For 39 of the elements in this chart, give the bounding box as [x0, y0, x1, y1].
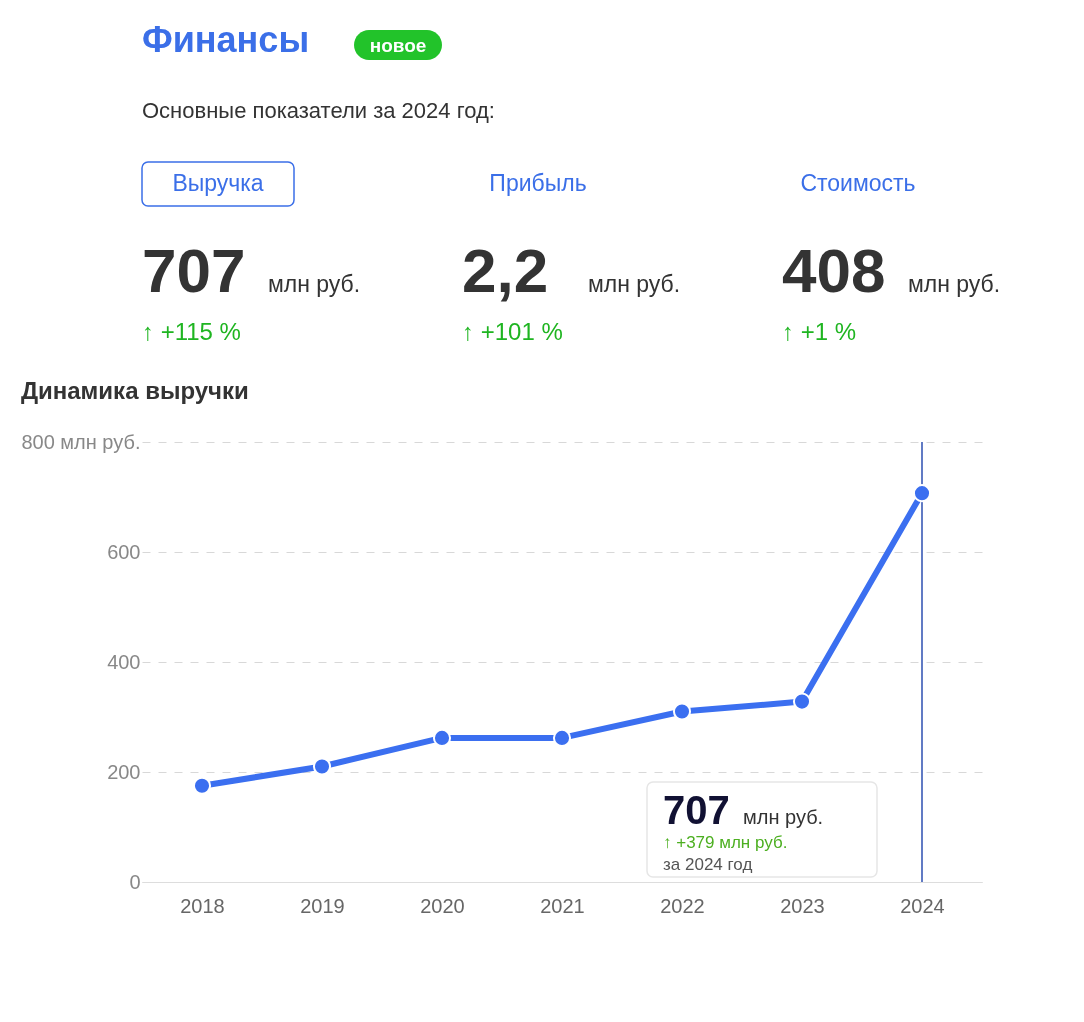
y-tick-label: 600	[107, 540, 141, 563]
point	[432, 728, 452, 747]
x-tick-label: 2019	[300, 894, 345, 917]
text: Финансы	[142, 19, 310, 60]
point	[312, 757, 332, 776]
text: Выручка	[172, 170, 264, 196]
y-tick-label: 0	[129, 870, 141, 893]
annotation: млн руб.	[743, 806, 824, 828]
x-tick-label: 2022	[660, 894, 705, 917]
text: Основные показатели за 2024 год:	[142, 98, 495, 123]
point	[552, 728, 572, 747]
text: 2,2	[462, 236, 549, 305]
point	[192, 776, 212, 795]
text: ↑ +115 %	[142, 318, 241, 345]
x-tick-label: 2021	[540, 894, 585, 917]
text: млн руб.	[588, 271, 681, 297]
text: ↑ +101 %	[462, 318, 563, 345]
text: новое	[369, 35, 427, 56]
text: Стоимость	[800, 170, 916, 196]
x-tick-label: 2020	[420, 894, 465, 917]
y-tick-label: 800 млн руб.	[21, 430, 141, 453]
text: 408	[782, 236, 886, 305]
chart-title: Динамика выручки	[20, 377, 249, 404]
annotation: ↑ +379 млн руб.	[663, 833, 788, 852]
text: ↑ +1 %	[782, 318, 857, 345]
point	[672, 702, 692, 721]
text: млн руб.	[908, 271, 1001, 297]
point	[912, 484, 932, 503]
x-tick-label: 2024	[900, 894, 945, 917]
text: 707	[142, 236, 246, 305]
text: Прибыль	[489, 170, 587, 196]
text: млн руб.	[268, 271, 361, 297]
annotation: 707	[663, 788, 730, 832]
x-tick-label: 2023	[780, 894, 825, 917]
annotation: за 2024 год	[663, 855, 753, 874]
y-tick-label: 400	[107, 650, 141, 673]
point	[792, 692, 812, 711]
y-tick-label: 200	[107, 760, 141, 783]
x-tick-label: 2018	[180, 894, 225, 917]
